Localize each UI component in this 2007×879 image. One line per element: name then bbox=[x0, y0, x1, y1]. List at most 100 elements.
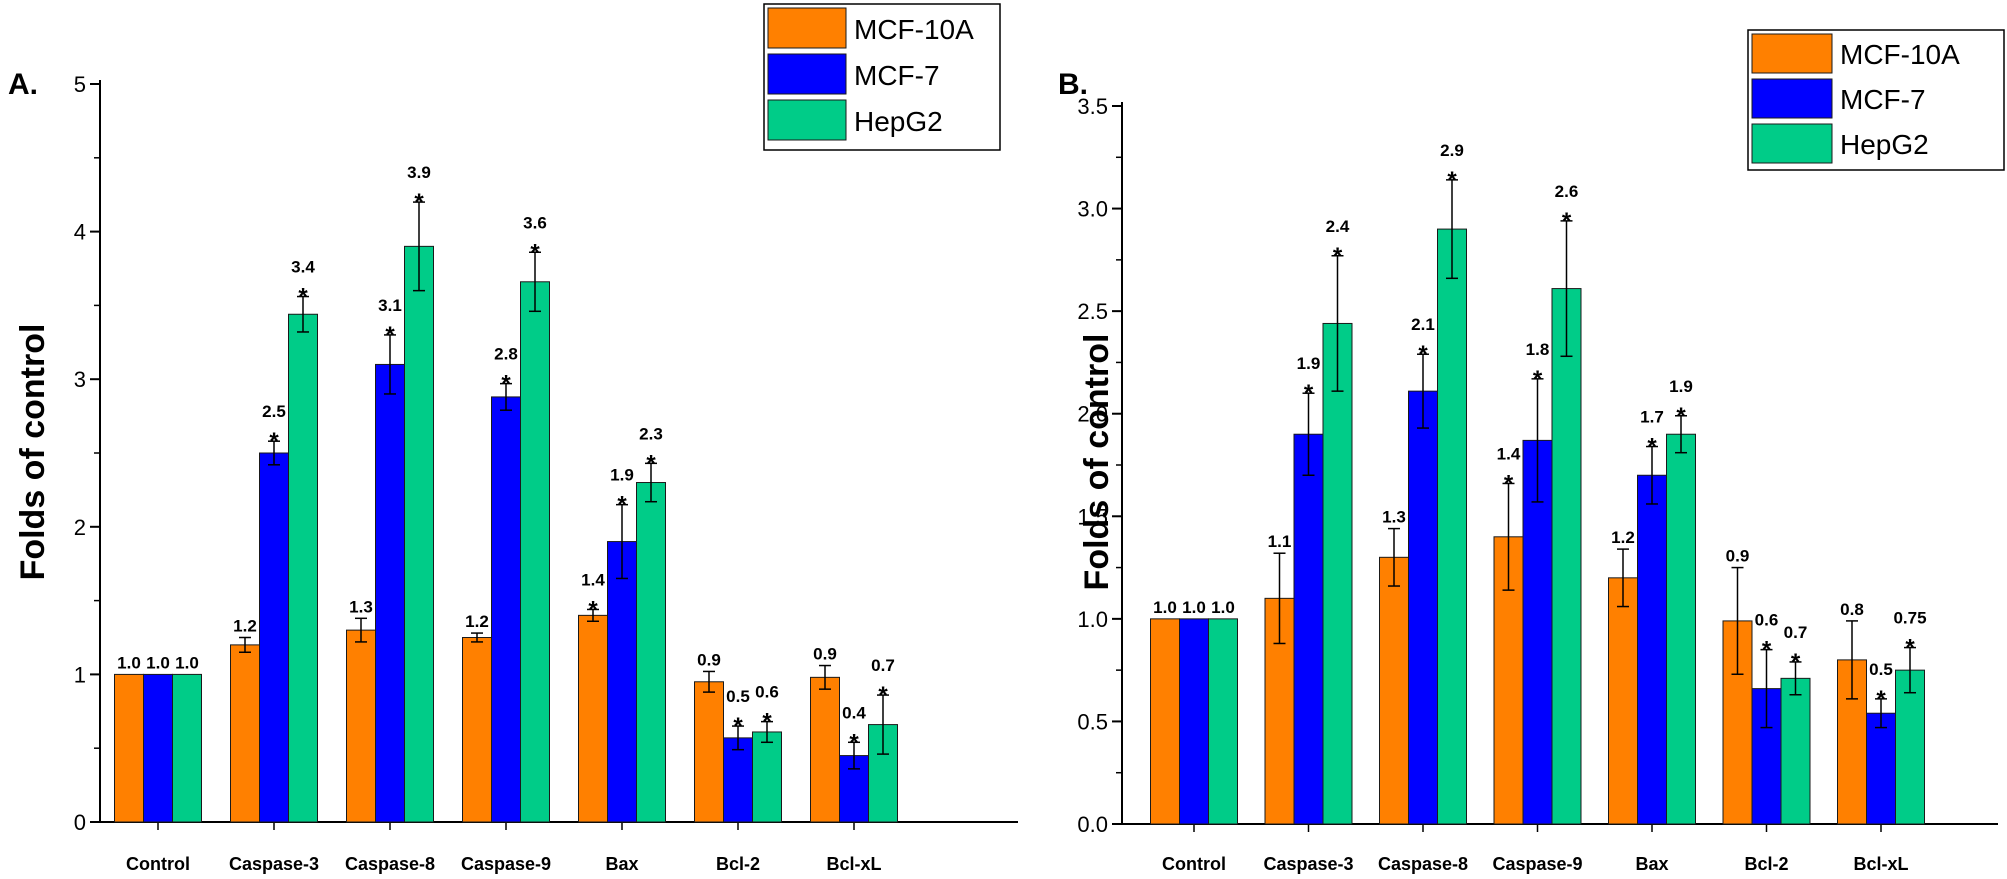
legend-label-b: MCF-7 bbox=[1840, 84, 1926, 115]
category-label-b: Caspase-9 bbox=[1492, 854, 1582, 874]
significance-star-b: * bbox=[1905, 635, 1915, 662]
data-label-b: 1.9 bbox=[1669, 377, 1693, 396]
data-label-a: 1.2 bbox=[233, 617, 257, 636]
bar-b-mcf-7 bbox=[1522, 439, 1553, 825]
y-tick-label-b: 2.0 bbox=[1077, 402, 1108, 427]
category-label-a: Bcl-xL bbox=[826, 854, 881, 874]
bar-b-mcf-7 bbox=[1179, 618, 1209, 825]
bar-b-mcf-7 bbox=[1408, 390, 1438, 825]
data-label-a: 1.2 bbox=[465, 612, 489, 631]
significance-star-b: * bbox=[1304, 380, 1314, 407]
y-tick-label-a: 1 bbox=[74, 662, 86, 687]
panel-label-a: A. bbox=[8, 68, 38, 101]
legend-label-b: MCF-10A bbox=[1840, 39, 1960, 70]
bar-b-hepg2 bbox=[1780, 677, 1811, 825]
data-label-b: 1.0 bbox=[1153, 598, 1177, 617]
data-label-b: 1.0 bbox=[1211, 598, 1235, 617]
category-label-b: Caspase-8 bbox=[1378, 854, 1468, 874]
data-label-a: 2.8 bbox=[494, 345, 518, 364]
data-label-a: 1.4 bbox=[581, 570, 605, 589]
significance-star-a: * bbox=[269, 428, 279, 455]
legend-swatch-b bbox=[1751, 33, 1833, 74]
data-label-b: 1.3 bbox=[1382, 508, 1406, 527]
significance-star-a: * bbox=[414, 189, 424, 216]
bar-a-mcf-10a bbox=[230, 644, 260, 823]
data-label-b: 2.4 bbox=[1326, 217, 1350, 236]
bar-b-hepg2 bbox=[1208, 618, 1238, 825]
category-label-a: Caspase-9 bbox=[461, 854, 551, 874]
data-label-b: 1.7 bbox=[1640, 408, 1664, 427]
data-label-a: 1.0 bbox=[175, 653, 199, 672]
data-label-b: 0.5 bbox=[1869, 660, 1893, 679]
data-label-b: 1.2 bbox=[1611, 528, 1635, 547]
legend-swatch-a bbox=[767, 7, 847, 49]
bar-b-hepg2 bbox=[1322, 322, 1353, 825]
significance-star-a: * bbox=[501, 371, 511, 398]
bar-a-hepg2 bbox=[172, 673, 202, 823]
significance-star-a: * bbox=[762, 709, 772, 736]
y-tick-label-b: 3.5 bbox=[1077, 94, 1108, 119]
y-axis-title-b: Folds of control bbox=[1078, 334, 1116, 591]
significance-star-b: * bbox=[1418, 341, 1428, 368]
data-label-a: 0.7 bbox=[871, 656, 895, 675]
significance-star-b: * bbox=[1876, 686, 1886, 713]
bar-a-mcf-10a bbox=[462, 637, 492, 823]
significance-star-b: * bbox=[1333, 243, 1343, 270]
category-label-a: Control bbox=[126, 854, 190, 874]
significance-star-a: * bbox=[385, 322, 395, 349]
data-label-b: 0.7 bbox=[1784, 623, 1808, 642]
data-label-b: 0.6 bbox=[1755, 611, 1779, 630]
bar-a-hepg2 bbox=[636, 482, 666, 823]
data-label-b: 0.9 bbox=[1726, 547, 1750, 566]
significance-star-a: * bbox=[298, 284, 308, 311]
legend-swatch-a bbox=[767, 53, 847, 95]
data-label-a: 2.3 bbox=[639, 424, 663, 443]
bar-a-mcf-10a bbox=[810, 676, 840, 823]
significance-star-a: * bbox=[849, 729, 859, 756]
y-tick-label-a: 2 bbox=[74, 515, 86, 540]
y-tick-label-a: 0 bbox=[74, 810, 86, 835]
bar-a-mcf-10a bbox=[346, 629, 376, 823]
category-label-a: Caspase-8 bbox=[345, 854, 435, 874]
significance-star-b: * bbox=[1562, 208, 1572, 235]
y-tick-label-a: 4 bbox=[74, 220, 86, 245]
data-label-b: 2.1 bbox=[1411, 315, 1435, 334]
bar-a-mcf-10a bbox=[114, 673, 144, 823]
significance-star-b: * bbox=[1676, 403, 1686, 430]
bar-a-hepg2 bbox=[288, 313, 318, 823]
significance-star-a: * bbox=[733, 713, 743, 740]
bar-a-mcf-7 bbox=[491, 396, 521, 823]
y-tick-label-b: 0.0 bbox=[1077, 812, 1108, 837]
data-label-a: 0.9 bbox=[813, 645, 837, 664]
category-label-a: Bax bbox=[605, 854, 638, 874]
significance-star-b: * bbox=[1504, 470, 1514, 497]
bar-a-mcf-7 bbox=[259, 452, 289, 823]
bar-a-mcf-10a bbox=[578, 614, 608, 823]
data-label-b: 1.0 bbox=[1182, 598, 1206, 617]
data-label-a: 1.9 bbox=[610, 466, 634, 485]
bar-b-hepg2 bbox=[1895, 669, 1925, 825]
panel-label-b: B. bbox=[1058, 68, 1088, 101]
y-tick-label-a: 3 bbox=[74, 367, 86, 392]
legend-swatch-b bbox=[1751, 78, 1833, 119]
significance-star-a: * bbox=[588, 596, 598, 623]
data-label-a: 3.9 bbox=[407, 163, 431, 182]
bar-a-mcf-7 bbox=[375, 363, 405, 823]
significance-star-a: * bbox=[646, 450, 656, 477]
y-tick-label-b: 1.0 bbox=[1077, 607, 1108, 632]
significance-star-a: * bbox=[878, 682, 888, 709]
bar-b-mcf-10a bbox=[1608, 577, 1638, 825]
data-label-a: 0.4 bbox=[842, 703, 866, 722]
bar-a-mcf-7 bbox=[607, 541, 637, 823]
data-label-a: 0.5 bbox=[726, 687, 750, 706]
data-label-b: 2.6 bbox=[1555, 182, 1579, 201]
bar-b-mcf-10a bbox=[1379, 556, 1409, 825]
bar-a-hepg2 bbox=[752, 731, 782, 823]
significance-star-b: * bbox=[1647, 434, 1657, 461]
y-tick-label-a: 5 bbox=[74, 72, 86, 97]
data-label-b: 0.8 bbox=[1840, 600, 1864, 619]
bar-a-hepg2 bbox=[404, 245, 434, 823]
data-label-a: 3.4 bbox=[291, 258, 315, 277]
data-label-a: 3.6 bbox=[523, 213, 547, 232]
data-label-b: 0.75 bbox=[1893, 609, 1926, 628]
